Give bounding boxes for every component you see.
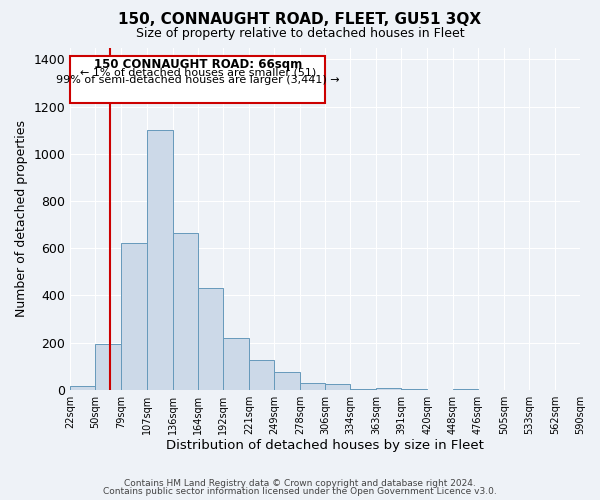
Text: Size of property relative to detached houses in Fleet: Size of property relative to detached ho… [136,28,464,40]
Text: Contains public sector information licensed under the Open Government Licence v3: Contains public sector information licen… [103,487,497,496]
Y-axis label: Number of detached properties: Number of detached properties [15,120,28,317]
Text: 150 CONNAUGHT ROAD: 66sqm: 150 CONNAUGHT ROAD: 66sqm [94,58,302,71]
Bar [401,388,427,390]
Bar [70,386,95,390]
Bar [350,388,376,390]
Bar [249,360,274,390]
Bar [300,382,325,390]
Bar [173,233,198,390]
X-axis label: Distribution of detached houses by size in Fleet: Distribution of detached houses by size … [166,440,484,452]
Text: 150, CONNAUGHT ROAD, FLEET, GU51 3QX: 150, CONNAUGHT ROAD, FLEET, GU51 3QX [118,12,482,28]
Bar [223,338,249,390]
FancyBboxPatch shape [70,56,325,103]
Text: ← 1% of detached houses are smaller (51): ← 1% of detached houses are smaller (51) [80,67,316,77]
Bar [95,344,121,390]
Bar [325,384,350,390]
Bar [121,244,146,390]
Text: 99% of semi-detached houses are larger (3,441) →: 99% of semi-detached houses are larger (… [56,74,340,85]
Bar [198,288,223,390]
Text: Contains HM Land Registry data © Crown copyright and database right 2024.: Contains HM Land Registry data © Crown c… [124,478,476,488]
Bar [452,389,478,390]
Bar [274,372,300,390]
Bar [376,388,401,390]
Bar [146,130,173,390]
